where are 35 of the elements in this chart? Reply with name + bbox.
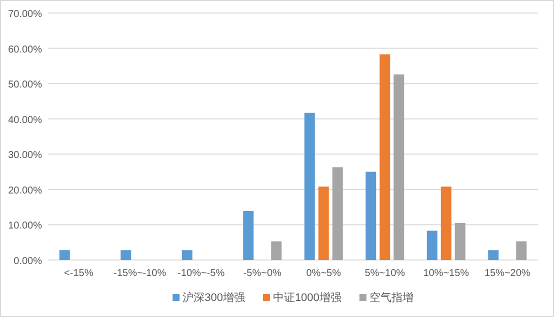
x-tick-label: <-15% — [64, 268, 94, 279]
bar — [318, 186, 329, 260]
legend-label: 空气指增 — [369, 291, 414, 304]
bar — [243, 210, 254, 260]
legend-label: 沪深300增强 — [182, 291, 245, 304]
bar — [426, 230, 438, 260]
x-tick-label: 5%~10% — [364, 268, 406, 279]
bar — [59, 250, 70, 260]
x-tick-label: 15%~20% — [484, 268, 530, 279]
bar — [332, 167, 343, 260]
bar — [182, 250, 192, 260]
y-tick-label: 60.00% — [8, 44, 42, 56]
y-tick-label: 50.00% — [8, 80, 42, 91]
y-tick-label: 10.00% — [8, 220, 42, 232]
bar — [394, 74, 404, 260]
x-tick-label: -15%~-10% — [114, 268, 166, 279]
y-tick-label: 30.00% — [8, 150, 42, 162]
bar — [440, 186, 452, 260]
bar — [120, 250, 132, 260]
y-tick-label: 0.00% — [14, 256, 42, 267]
x-tick-label: -10%~-5% — [178, 268, 225, 279]
bar — [366, 172, 376, 260]
bar — [271, 241, 282, 260]
bar — [454, 222, 466, 260]
x-tick-label: 10%~15% — [423, 268, 470, 279]
y-tick-label: 70.00% — [8, 9, 42, 20]
bar — [516, 241, 527, 260]
bar — [380, 54, 390, 260]
bar — [304, 112, 315, 260]
bar — [488, 250, 499, 260]
y-tick-label: 40.00% — [8, 114, 42, 126]
x-tick-label: 0%~5% — [306, 268, 342, 279]
y-tick-label: 20.00% — [8, 185, 42, 196]
legend-label: 中证1000增强 — [272, 291, 342, 304]
x-tick-label: -5%~0% — [243, 268, 282, 279]
